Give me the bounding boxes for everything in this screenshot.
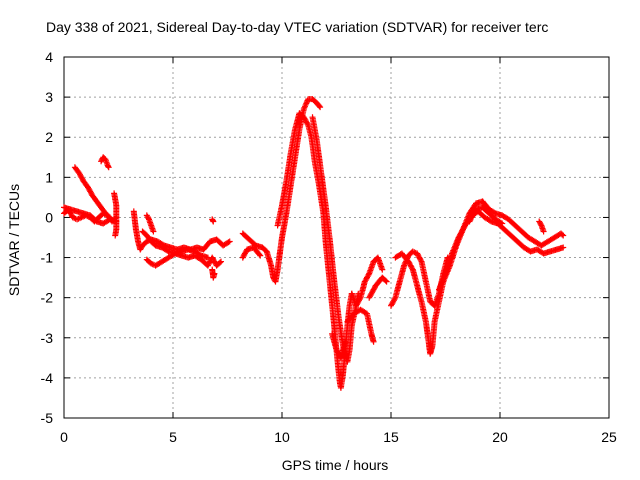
data-points-segment-2 [71, 164, 113, 221]
data-points-segment-13 [276, 96, 324, 257]
x-axis-label: GPS time / hours [282, 457, 389, 473]
y-tick-label: 4 [45, 49, 53, 65]
x-tick-labels: 0 5 10 15 20 25 [60, 429, 617, 445]
data-points-segment-12 [239, 244, 264, 261]
data-points-segment-16 [329, 330, 349, 361]
y-tick-labels: -5 -4 -3 -2 -1 0 1 2 3 4 [41, 49, 54, 426]
x-tick-label: 25 [601, 429, 617, 445]
y-axis-label: SDTVAR / TECUs [6, 184, 22, 296]
grid-lines [64, 57, 609, 418]
data-points-segment-8 [143, 212, 157, 235]
y-tick-label: 1 [45, 169, 53, 185]
data-points-segment-4 [111, 190, 120, 239]
y-tick-label: 3 [45, 89, 53, 105]
data-points-segment-25 [536, 218, 547, 235]
data-series-sdtvar [61, 96, 567, 391]
x-tick-label: 20 [492, 429, 508, 445]
data-points-segment-10 [209, 216, 217, 225]
x-tick-label: 0 [60, 429, 68, 445]
data-points-segment-1 [61, 204, 120, 227]
y-tick-label: -5 [41, 410, 54, 426]
data-points-segment-7 [143, 246, 211, 269]
y-tick-label: -1 [41, 250, 54, 266]
x-tick-label: 5 [169, 429, 177, 445]
y-tick-label: -4 [41, 370, 54, 386]
y-tick-label: -3 [41, 330, 54, 346]
y-tick-label: -2 [41, 290, 54, 306]
x-tick-label: 10 [274, 429, 290, 445]
y-tick-label: 0 [45, 209, 53, 225]
x-tick-label: 15 [383, 429, 399, 445]
y-tick-label: 2 [45, 129, 53, 145]
data-points-segment-18 [344, 306, 377, 345]
data-points-segment-15 [309, 114, 362, 365]
data-points-segment-21 [392, 250, 447, 357]
data-points-segment-3 [98, 154, 112, 171]
data-points-segment-24 [466, 204, 506, 227]
plot-frame [63, 56, 610, 419]
data-points-segment-11 [239, 230, 283, 285]
data-points-segment-9 [209, 266, 218, 281]
axis-ticks [63, 56, 610, 419]
data-points-segment-19 [366, 274, 390, 301]
data-points-segment-17 [348, 254, 386, 309]
chart-title: Day 338 of 2021, Sidereal Day-to-day VTE… [46, 19, 548, 35]
